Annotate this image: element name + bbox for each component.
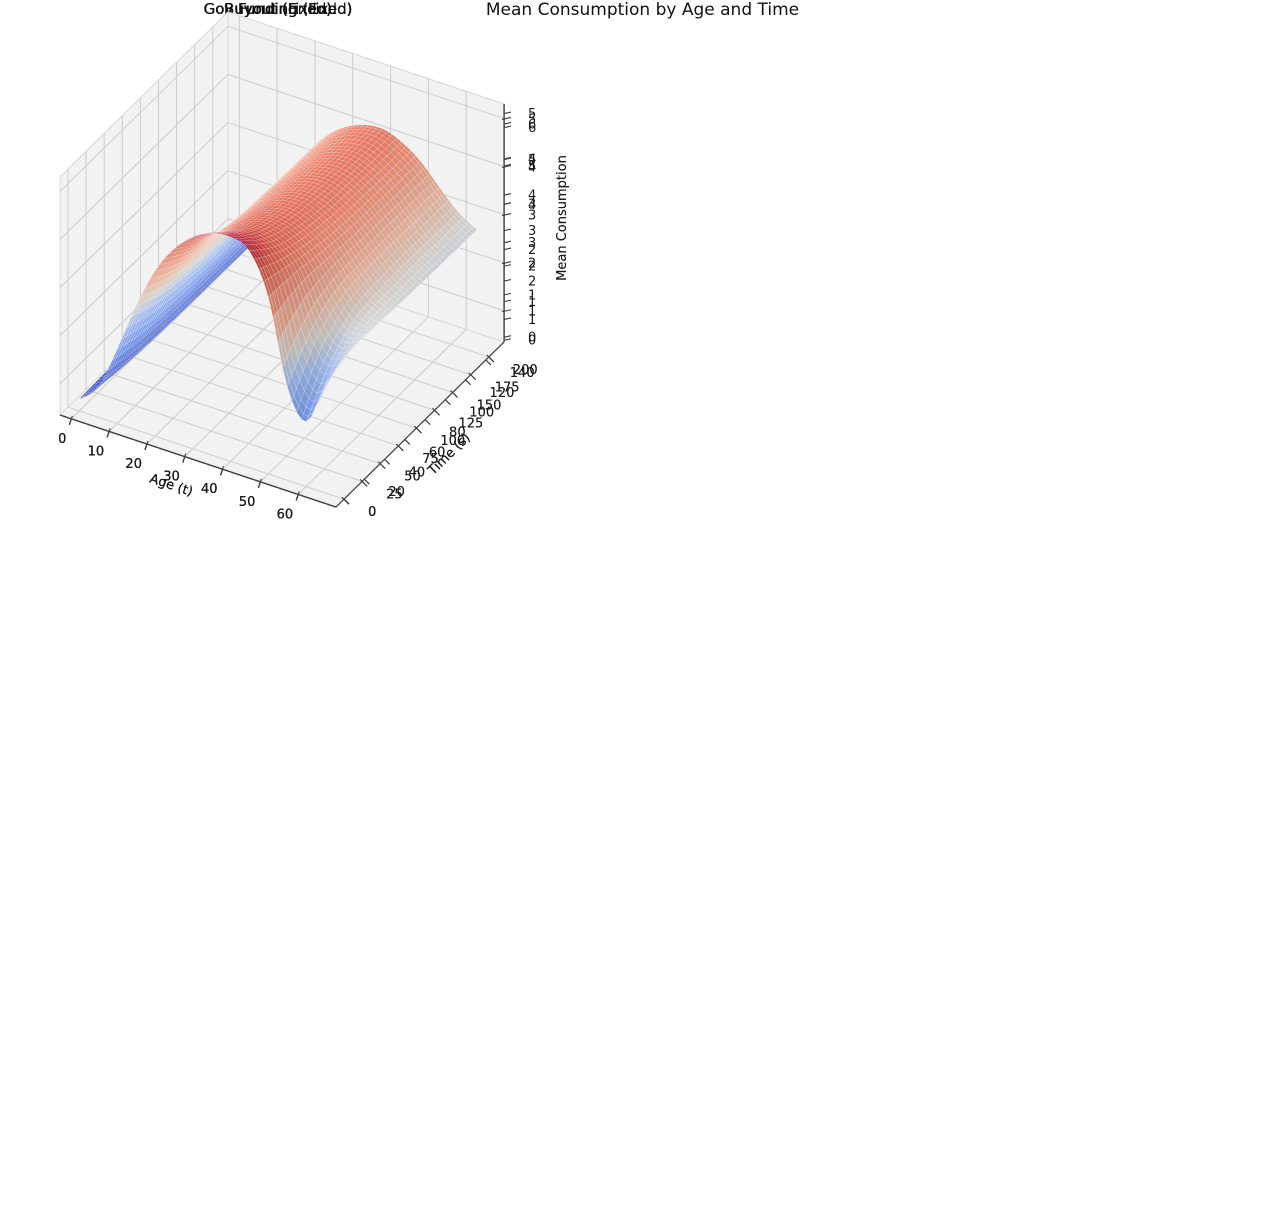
surface-plot-gov-funding-endo [0,0,565,540]
